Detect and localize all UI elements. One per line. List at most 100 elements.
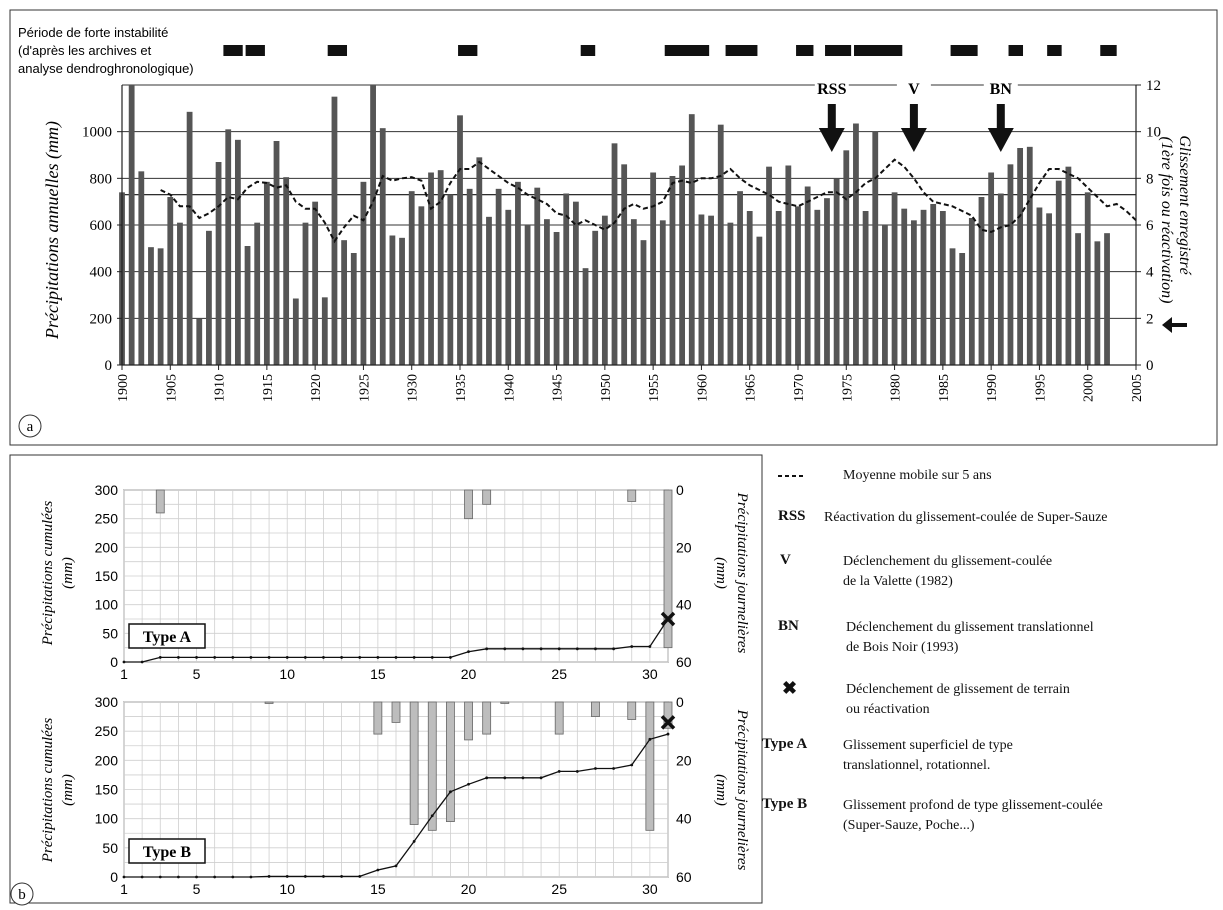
typeA-cumulative-point (195, 656, 198, 659)
typeB-cumulative-point (231, 875, 235, 879)
typeB-type-label: Type B (143, 844, 191, 861)
typeA-cumulative-point (158, 656, 162, 659)
typeB-y-tick-label: 300 (95, 694, 119, 710)
cross-icon: ✖ (782, 678, 798, 698)
typeA-cumulative-point (285, 656, 289, 659)
annual-x-tick-label: 1945 (551, 374, 566, 402)
annual-bar (988, 172, 995, 365)
typeA-daily-bar (464, 489, 473, 520)
typeB-daily-bar (445, 701, 455, 822)
annual-bar (650, 172, 657, 365)
annual-bar (968, 218, 975, 365)
annual-x-tick-label: 1900 (116, 374, 131, 402)
typeA-cumulative-point (267, 656, 271, 659)
annual-bar (1094, 241, 1101, 365)
annual-x-tick-label: 1915 (261, 374, 276, 402)
event-label: V (908, 81, 920, 98)
annual-bar (659, 220, 666, 365)
typeB-x-tick-label: 10 (279, 881, 295, 897)
typeB-y2label-1: Précipitations journelières (734, 709, 750, 871)
annual-bar (698, 214, 705, 365)
typeA-cumulative-point (594, 647, 597, 651)
annual-bar (592, 230, 599, 365)
typeB-cumulative-point (195, 875, 198, 879)
annual-x-tick-label: 2005 (1130, 374, 1145, 402)
annual-y-axis-label: Précipitations annuelles (mm) (42, 121, 63, 340)
typeB-daily-bar (373, 701, 383, 735)
annual-y2-tick-label: 10 (1146, 125, 1161, 141)
typeA-x-tick-label: 25 (551, 666, 567, 682)
annual-bar (263, 181, 270, 365)
typeB-y-tick-label: 150 (95, 782, 119, 798)
typeA-y2label-2: (mm) (713, 557, 729, 589)
annual-x-tick-label: 1990 (985, 374, 1000, 402)
annual-x-tick-label: 1940 (502, 374, 517, 402)
annual-bar (1036, 207, 1043, 365)
dashed-line-icon (778, 475, 806, 477)
annual-bar (833, 178, 840, 365)
typeB-cumulative-point (557, 770, 561, 773)
typeA-cumulative-point (539, 647, 543, 651)
left-arrow-icon (1162, 317, 1187, 333)
typeA-cumulative-point (467, 650, 470, 654)
event-label-background (814, 78, 849, 98)
annual-x-tick-label: 1920 (309, 374, 324, 402)
annual-bar (321, 297, 328, 365)
typeA-cumulative-point (430, 656, 434, 659)
typeA-type-label: Type A (143, 629, 192, 646)
instability-period-bar (950, 45, 978, 56)
typeA-y2-tick-label: 60 (676, 654, 692, 670)
typeB-cumulative-point (666, 732, 670, 736)
annual-bar (727, 222, 734, 365)
annual-bar (688, 114, 695, 366)
typeA-y-tick-label: 250 (95, 511, 119, 527)
annual-bar (138, 171, 145, 365)
annual-bar (476, 157, 483, 365)
typeA-ylabel-1: Précipitations cumulées (40, 501, 56, 647)
panel-a-label-circle (18, 414, 42, 438)
typeA-cumulative-point (503, 647, 507, 651)
annual-y2-tick-label: 8 (1146, 171, 1154, 187)
typeB-y-tick-label: 50 (102, 840, 118, 856)
annual-y-tick-labels: 0 200 400 600 800 1000 (82, 125, 122, 374)
annual-bar (273, 141, 280, 365)
typeB-cumulative-point (213, 875, 217, 879)
typeA-x-tick-label: 20 (461, 666, 477, 682)
annual-y2-tick-label: 0 (1146, 358, 1154, 374)
instability-period-bar (854, 45, 903, 56)
typeB-cumulative-point (449, 790, 452, 794)
typeA-x-tick-label: 15 (370, 666, 386, 682)
annual-bar (312, 201, 319, 365)
annual-bar (360, 181, 367, 365)
instability-period-bar (796, 45, 814, 56)
typeA-y-tick-label: 0 (110, 654, 118, 670)
legend-moving-average-text: Moyenne mobile sur 5 ans (843, 468, 992, 483)
annual-bar (544, 219, 550, 365)
legend-type-a-text-2: translationnel, rotationnel. (843, 758, 991, 773)
legend-type-b-key: Type B (762, 796, 808, 812)
typeB-cumulative-point (358, 875, 362, 878)
annual-bar (534, 187, 541, 365)
instability-period-bar (1100, 45, 1117, 56)
typeB-cumulative-point (249, 875, 253, 879)
annual-bar (795, 206, 801, 365)
typeB-cumulative-point (648, 737, 652, 741)
typeB-daily-bar (500, 701, 510, 704)
annual-x-tick-label: 1970 (792, 374, 807, 402)
annual-bar (669, 176, 676, 365)
annual-precipitation-chart: 1900 1905 1910 1915 1920 1925 1930 1935 1940 1945… (42, 78, 1193, 402)
annual-bar (283, 177, 290, 365)
instability-period-bar (1047, 45, 1062, 56)
annual-y-tick-label: 1000 (82, 125, 112, 141)
legend-v-text-2: de la Valette (1982) (843, 574, 953, 589)
annual-bar (640, 240, 647, 365)
annual-bar (1017, 148, 1024, 365)
annual-x-tick-label: 1935 (454, 374, 469, 402)
annual-bar (350, 253, 357, 365)
annual-x-tick-label: 1905 (164, 374, 179, 402)
typeB-cumulative-point (630, 763, 634, 767)
annual-bar (379, 128, 386, 365)
instability-period-bar (725, 45, 758, 56)
typeA-cumulative-point (630, 645, 634, 648)
typeA-cumulative-point (485, 647, 489, 651)
